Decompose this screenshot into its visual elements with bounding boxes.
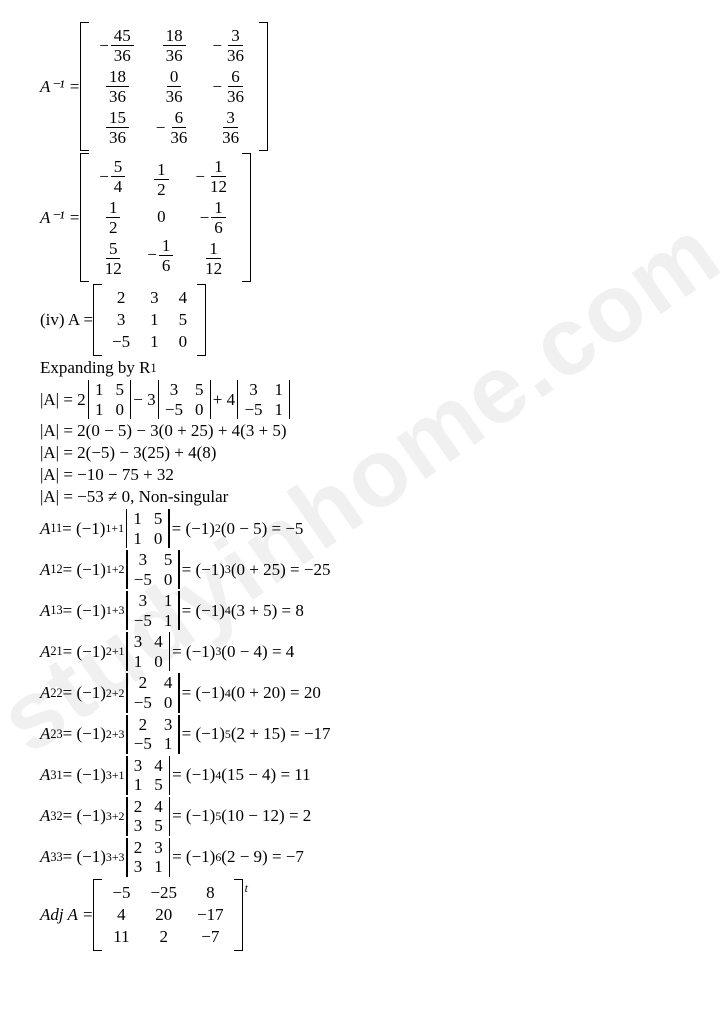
mat1-lhs: A⁻¹ =: [40, 77, 80, 97]
cofactor-row-12: A12 = (−1)1+23−550 = (−1)3(0 + 25) = −25: [40, 550, 705, 589]
math-content: A⁻¹ = −4536 1836 1536 1836 036 −636 −336…: [40, 22, 705, 951]
det-line4: |A| = −10 − 75 + 32: [40, 465, 705, 485]
cofactor-row-22: A22 = (−1)2+22−540 = (−1)4(0 + 20) = 20: [40, 673, 705, 712]
cofactor-row-21: A21 = (−1)2+13140 = (−1)3(0 − 4) = 4: [40, 632, 705, 671]
matrix-2: −54 12 512 12 0 −16 −112 −16 112: [80, 153, 251, 282]
matrix-iv: 23−5 311 450: [93, 284, 206, 356]
cofactor-row-13: A13 = (−1)1+33−511 = (−1)4(3 + 5) = 8: [40, 591, 705, 630]
det-line3: |A| = 2(−5) − 3(25) + 4(8): [40, 443, 705, 463]
cofactor-row-32: A32 = (−1)3+22345 = (−1)5(10 − 12) = 2: [40, 797, 705, 836]
mat2-lhs: A⁻¹ =: [40, 208, 80, 228]
det-line5: |A| = −53 ≠ 0, Non-singular: [40, 487, 705, 507]
det-line2: |A| = 2(0 − 5) − 3(0 + 25) + 4(3 + 5): [40, 421, 705, 441]
iv-label: (iv) A =: [40, 310, 93, 330]
matrix-adj: −5411 −25202 8−17−7: [93, 879, 242, 951]
expanding-text: Expanding by R1: [40, 358, 705, 378]
det-expansion: |A| = 2 11 50 − 3 3−5 50 + 4 3−5 11: [40, 380, 705, 419]
cofactor-row-31: A31 = (−1)3+13145 = (−1)4(15 − 4) = 11: [40, 756, 705, 795]
adj-line: Adj A = −5411 −25202 8−17−7 t: [40, 879, 705, 951]
matrix-1: −4536 1836 1536 1836 036 −636 −336 −636 …: [80, 22, 268, 151]
cofactor-row-33: A33 = (−1)3+32331 = (−1)6(2 − 9) = −7: [40, 838, 705, 877]
cofactor-row-23: A23 = (−1)2+32−531 = (−1)5(2 + 15) = −17: [40, 715, 705, 754]
cofactor-row-11: A11 = (−1)1+11150 = (−1)2(0 − 5) = −5: [40, 509, 705, 548]
